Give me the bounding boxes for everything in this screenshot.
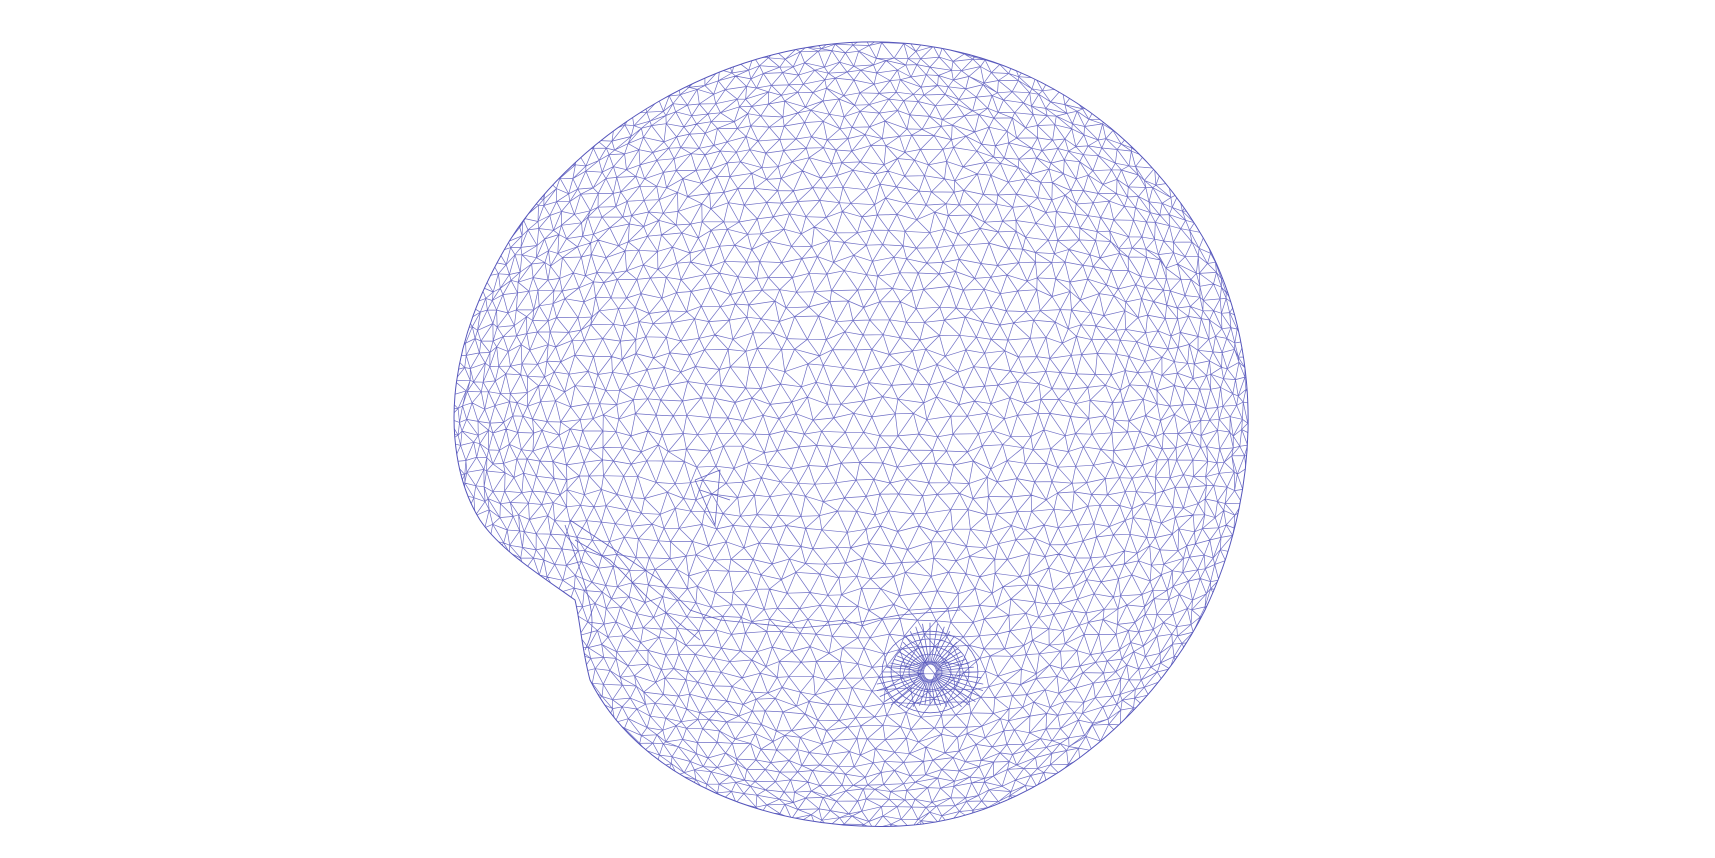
- mesh-triangles: [454, 41, 1249, 827]
- mesh-detail-edges: [564, 469, 984, 714]
- mesh-features: [564, 469, 984, 714]
- mesh-edges: [454, 41, 1249, 827]
